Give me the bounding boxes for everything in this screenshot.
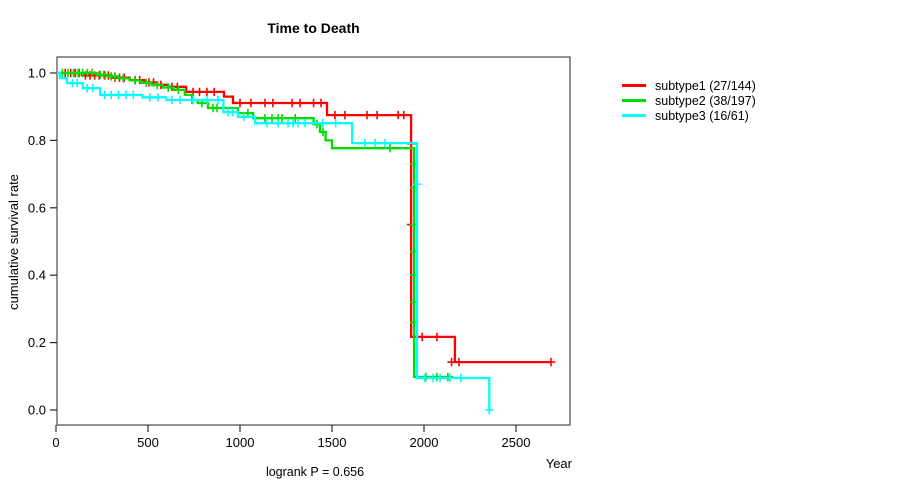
svg-text:0.2: 0.2 xyxy=(28,335,46,350)
svg-text:1.0: 1.0 xyxy=(28,66,46,81)
svg-text:0.6: 0.6 xyxy=(28,200,46,215)
svg-text:500: 500 xyxy=(137,435,159,450)
svg-text:0.4: 0.4 xyxy=(28,268,46,283)
svg-text:1500: 1500 xyxy=(318,435,347,450)
x-axis-label: Year xyxy=(545,456,572,471)
svg-text:2000: 2000 xyxy=(410,435,439,450)
subtype2-line-swatch xyxy=(622,99,646,102)
legend-item-subtype1: subtype1 (27/144) xyxy=(622,78,756,93)
logrank-p-value: logrank P = 0.656 xyxy=(265,465,365,479)
legend-label-subtype3: subtype3 (16/61) xyxy=(655,108,749,123)
svg-text:1000: 1000 xyxy=(226,435,255,450)
legend: subtype1 (27/144) subtype2 (38/197) subt… xyxy=(622,78,756,123)
svg-text:0.0: 0.0 xyxy=(28,403,46,418)
subtype3-line-swatch xyxy=(622,114,646,117)
legend-label-subtype2: subtype2 (38/197) xyxy=(655,93,756,108)
svg-text:0.8: 0.8 xyxy=(28,133,46,148)
svg-text:0: 0 xyxy=(52,435,59,450)
legend-item-subtype3: subtype3 (16/61) xyxy=(622,108,756,123)
svg-text:2500: 2500 xyxy=(502,435,531,450)
legend-label-subtype1: subtype1 (27/144) xyxy=(655,78,756,93)
subtype1-line-swatch xyxy=(622,84,646,87)
chart-title: Time to Death xyxy=(267,20,360,36)
legend-item-subtype2: subtype2 (38/197) xyxy=(622,93,756,108)
